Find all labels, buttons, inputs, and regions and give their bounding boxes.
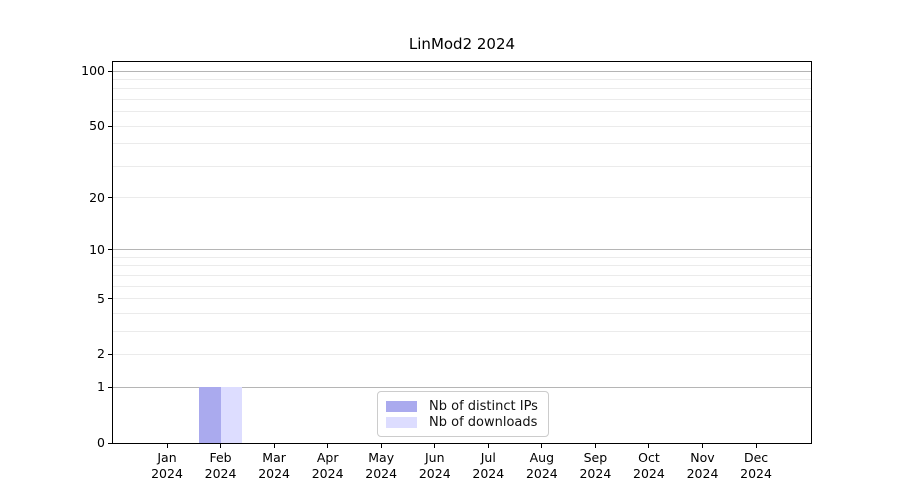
x-tick-label-year: 2024 xyxy=(418,466,451,481)
x-tick-label-year: 2024 xyxy=(365,466,398,481)
y-tick-label: 100 xyxy=(81,63,105,78)
x-tick xyxy=(702,444,703,448)
y-tick-label: 10 xyxy=(89,241,105,257)
y-tick xyxy=(108,442,112,444)
gridline-minor xyxy=(113,265,811,267)
y-tick-label: 1 xyxy=(97,379,105,395)
x-tick-label-year: 2024 xyxy=(258,466,290,481)
x-tick-label-month: Jan xyxy=(157,450,177,465)
x-tick xyxy=(487,444,489,448)
x-tick-label-year: 2024 xyxy=(579,466,612,481)
y-tick-label: 2 xyxy=(97,346,105,362)
gridline-minor xyxy=(113,98,811,100)
x-tick xyxy=(273,444,275,448)
x-tick xyxy=(541,444,543,448)
gridline-major xyxy=(113,386,811,388)
x-tick-label-month: Dec xyxy=(743,450,769,465)
gridline-major xyxy=(113,249,811,251)
x-tick xyxy=(166,444,168,448)
y-tick-label: 20 xyxy=(89,189,105,205)
x-tick-label: Dec 2024 xyxy=(724,450,788,482)
gridline-minor xyxy=(113,330,811,332)
x-tick xyxy=(220,444,222,448)
y-tick-label: 0 xyxy=(97,435,105,450)
gridline-minor xyxy=(113,125,811,127)
y-tick-label: 5 xyxy=(97,290,105,306)
bar-downloads xyxy=(220,387,243,443)
legend-swatch-downloads xyxy=(386,416,417,428)
gridline-minor xyxy=(113,256,811,258)
chart-title: LinMod2 2024 xyxy=(408,35,516,53)
y-tick xyxy=(108,353,112,355)
x-tick xyxy=(648,444,650,448)
x-tick-label: Sep 2024 xyxy=(563,450,627,482)
gridline-minor xyxy=(113,285,811,287)
gridline-minor xyxy=(113,353,811,355)
x-tick xyxy=(755,444,757,448)
x-tick-label-month: Oct xyxy=(638,450,660,465)
legend: Nb of distinct IPs Nb of downloads xyxy=(377,391,549,437)
x-tick-label-year: 2024 xyxy=(311,466,344,481)
x-tick-label: Oct 2024 xyxy=(617,450,681,482)
x-tick-label: Apr 2024 xyxy=(296,450,360,482)
x-tick-label-year: 2024 xyxy=(633,466,665,481)
x-tick-label-year: 2024 xyxy=(204,466,237,481)
x-tick xyxy=(434,444,436,448)
x-tick-label-month: Feb xyxy=(209,450,232,465)
x-tick-label: Mar 2024 xyxy=(242,450,306,482)
bar-distinct-ips xyxy=(199,387,221,443)
y-tick xyxy=(108,386,112,388)
x-tick-label-year: 2024 xyxy=(686,466,719,481)
legend-label-downloads: Nb of downloads xyxy=(429,414,538,430)
y-tick xyxy=(108,298,112,300)
gridline-minor xyxy=(113,111,811,113)
legend-swatch-distinct-ips xyxy=(386,400,417,412)
x-tick-label-month: Nov xyxy=(690,450,715,465)
x-tick-label: Jun 2024 xyxy=(403,450,467,482)
gridline-minor xyxy=(113,78,811,80)
legend-label-distinct-ips: Nb of distinct IPs xyxy=(429,398,538,414)
gridline-minor xyxy=(113,274,811,276)
x-tick-label: Jan 2024 xyxy=(135,450,199,482)
x-tick-label-month: Apr xyxy=(316,450,339,465)
gridline-minor xyxy=(113,197,811,199)
x-tick-label-month: Sep xyxy=(583,450,608,465)
gridline-minor xyxy=(113,88,811,90)
gridline-minor xyxy=(113,312,811,314)
x-tick-label-month: May xyxy=(368,450,395,465)
x-tick-label: Jul 2024 xyxy=(456,450,520,482)
x-tick-label: Feb 2024 xyxy=(189,450,253,482)
x-tick-label-month: Mar xyxy=(262,450,286,465)
x-tick-label-month: Aug xyxy=(529,450,555,465)
x-tick xyxy=(380,444,382,448)
x-tick-label-year: 2024 xyxy=(151,466,183,481)
x-tick-label-year: 2024 xyxy=(740,466,772,481)
x-tick-label: Aug 2024 xyxy=(510,450,574,482)
plot-area: 0 1 2 5 10 20 50 100 Jan 2024 Feb 2024 Mar 2024 Apr 202… xyxy=(81,61,812,481)
x-tick-label-year: 2024 xyxy=(472,466,505,481)
y-tick-label: 50 xyxy=(89,118,105,134)
x-tick xyxy=(594,444,596,448)
legend-item-downloads: Nb of downloads xyxy=(386,414,538,430)
y-tick xyxy=(108,249,112,251)
gridline-minor xyxy=(113,143,811,145)
x-tick-label-year: 2024 xyxy=(525,466,558,481)
x-tick-label: May 2024 xyxy=(349,450,413,482)
x-tick xyxy=(327,444,329,448)
x-tick-label-month: Jun xyxy=(424,450,445,465)
y-tick xyxy=(108,125,112,127)
y-tick xyxy=(108,70,112,72)
y-tick xyxy=(108,197,112,199)
gridline-minor xyxy=(113,298,811,300)
legend-item-distinct-ips: Nb of distinct IPs xyxy=(386,398,538,414)
x-tick-label: Nov 2024 xyxy=(671,450,735,482)
gridline-major xyxy=(113,70,811,72)
x-tick-label-month: Jul xyxy=(480,450,496,465)
gridline-minor xyxy=(113,165,811,167)
